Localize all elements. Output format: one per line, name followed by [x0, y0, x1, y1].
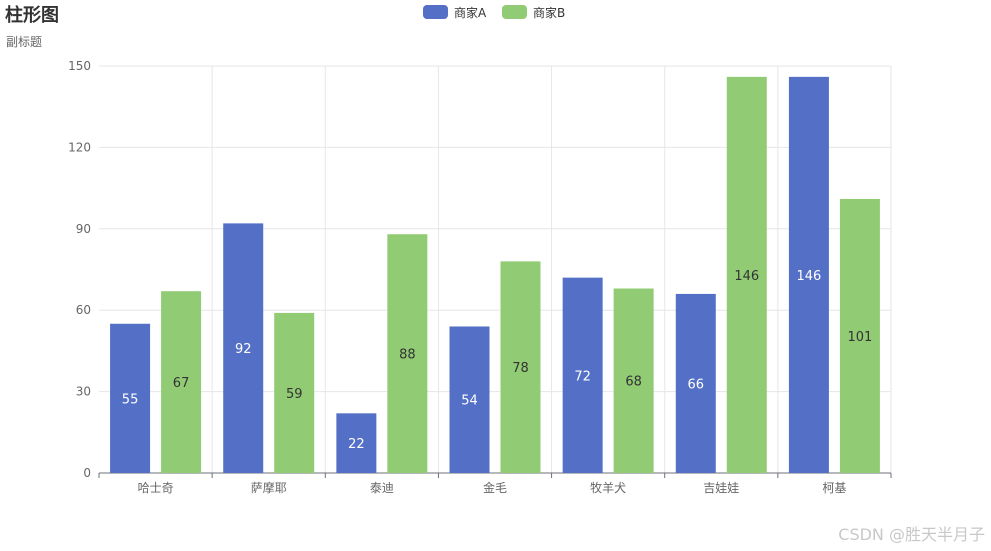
legend[interactable]: 商家A 商家B: [423, 5, 565, 20]
bar[interactable]: [839, 198, 880, 473]
y-tick-label: 60: [76, 303, 91, 317]
bar[interactable]: [110, 323, 151, 473]
legend-label: 商家A: [454, 5, 487, 20]
y-tick-label: 90: [76, 222, 91, 236]
x-tick-label: 金毛: [483, 480, 507, 495]
y-tick-label: 0: [83, 466, 91, 480]
x-tick-label: 萨摩耶: [251, 480, 287, 495]
bars: [110, 76, 880, 473]
bar-data-label: 72: [574, 369, 591, 384]
y-tick-label: 150: [68, 59, 91, 73]
bar[interactable]: [788, 76, 829, 473]
bar[interactable]: [274, 312, 315, 473]
bar-data-label: 68: [625, 375, 642, 390]
bar[interactable]: [613, 288, 654, 473]
bar-data-label: 66: [688, 377, 705, 392]
bar-data-label: 78: [512, 361, 529, 376]
bar[interactable]: [336, 413, 377, 473]
bar-data-label: 59: [286, 387, 303, 402]
chart-title: 柱形图: [5, 5, 59, 26]
x-tick-label: 吉娃娃: [703, 481, 739, 495]
bar[interactable]: [726, 76, 767, 473]
legend-item[interactable]: 商家A: [423, 5, 487, 20]
x-tick-label: 牧羊犬: [590, 480, 626, 495]
bar[interactable]: [223, 223, 264, 473]
x-tick-label: 柯基: [822, 481, 846, 495]
bar-data-label: 67: [173, 376, 190, 391]
bar-data-label: 54: [461, 394, 478, 409]
chart-subtitle: 副标题: [6, 35, 43, 49]
bar[interactable]: [500, 261, 541, 473]
bar-data-label: 55: [122, 392, 139, 407]
bar[interactable]: [675, 293, 716, 473]
bar-data-label: 146: [734, 269, 759, 284]
legend-label: 商家B: [533, 5, 565, 20]
bar-data-label: 22: [348, 437, 365, 452]
bar[interactable]: [562, 277, 603, 473]
x-tick-label: 哈士奇: [138, 481, 174, 495]
gridlines: [99, 65, 892, 473]
legend-swatch: [502, 5, 527, 19]
bar[interactable]: [387, 234, 428, 473]
y-tick-label: 30: [76, 385, 91, 399]
bar-data-label: 92: [235, 342, 252, 357]
legend-item[interactable]: 商家B: [502, 5, 565, 20]
y-tick-label: 120: [68, 140, 91, 154]
bar-data-label: 88: [399, 348, 416, 363]
legend-swatch: [423, 5, 448, 19]
watermark: CSDN @胜天半月子: [838, 525, 985, 544]
bar-data-label: 146: [797, 269, 822, 284]
bar[interactable]: [161, 291, 202, 473]
bar-data-label: 101: [848, 330, 873, 345]
data-labels: 55 92 22 54 72 66 146 67 59 88 78 68 146 101: [122, 269, 873, 452]
x-tick-label: 泰迪: [370, 481, 394, 495]
bar[interactable]: [449, 326, 490, 473]
